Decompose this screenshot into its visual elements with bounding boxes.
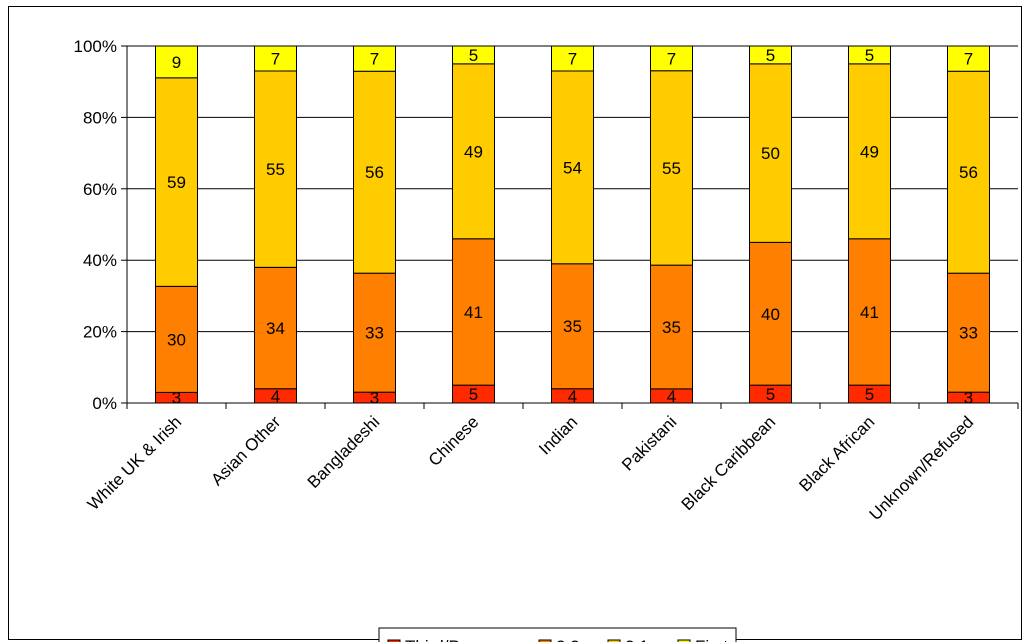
category-label: Black African bbox=[795, 412, 878, 495]
data-label: 33 bbox=[365, 324, 384, 343]
bar-segment bbox=[650, 70, 693, 266]
y-tick-label: 40% bbox=[83, 251, 117, 270]
data-label: 55 bbox=[662, 159, 681, 178]
y-tick-label: 100% bbox=[74, 37, 117, 56]
y-tick-label: 80% bbox=[83, 108, 117, 127]
data-label: 56 bbox=[365, 163, 384, 182]
bar-segment bbox=[947, 272, 990, 393]
bar-segment bbox=[155, 77, 198, 287]
bar-segment bbox=[551, 263, 594, 390]
data-label: 4 bbox=[667, 387, 676, 406]
data-label: 3 bbox=[964, 389, 973, 408]
data-label: 5 bbox=[766, 46, 775, 65]
category-label: Pakistani bbox=[618, 412, 680, 474]
data-label: 4 bbox=[568, 387, 577, 406]
bar-segment bbox=[452, 45, 495, 65]
data-label: 35 bbox=[563, 317, 582, 336]
data-label: 5 bbox=[469, 385, 478, 404]
legend-swatch bbox=[538, 639, 552, 642]
bar-segment bbox=[749, 63, 792, 243]
data-label: 7 bbox=[568, 49, 577, 68]
legend-swatch bbox=[607, 639, 621, 642]
category-label: Chinese bbox=[425, 412, 483, 470]
data-label: 7 bbox=[271, 49, 280, 68]
data-label: 49 bbox=[464, 142, 483, 161]
bar-segment bbox=[848, 45, 891, 65]
legend-label: 2.2 bbox=[556, 637, 580, 642]
data-label: 7 bbox=[667, 49, 676, 68]
bar-segment bbox=[353, 70, 396, 274]
y-tick-label: 60% bbox=[83, 180, 117, 199]
data-label: 7 bbox=[370, 50, 379, 69]
data-label: 5 bbox=[865, 385, 874, 404]
category-label: Unknown/Refused bbox=[866, 412, 978, 524]
data-label: 59 bbox=[167, 173, 186, 192]
data-labels: 3305994345573335675414954355474355575405… bbox=[167, 46, 978, 408]
bar-segment bbox=[650, 264, 693, 390]
legend-label: First bbox=[695, 637, 728, 642]
legend-swatch bbox=[677, 639, 691, 642]
data-label: 41 bbox=[464, 303, 483, 322]
data-label: 33 bbox=[959, 324, 978, 343]
data-label: 4 bbox=[271, 387, 280, 406]
bar-segment bbox=[353, 45, 396, 72]
data-label: 5 bbox=[766, 385, 775, 404]
y-tick-label: 0% bbox=[92, 394, 117, 413]
bar-segment bbox=[254, 45, 297, 72]
bar-segment bbox=[947, 45, 990, 72]
bar-segment bbox=[848, 238, 891, 386]
legend-label: Third/Pass bbox=[405, 637, 486, 642]
data-label: 30 bbox=[167, 330, 186, 349]
bar-segment bbox=[551, 70, 594, 265]
bar-segment bbox=[155, 45, 198, 79]
bar-segment bbox=[254, 70, 297, 268]
category-label: White UK & Irish bbox=[84, 412, 186, 514]
data-label: 35 bbox=[662, 318, 681, 337]
data-label: 49 bbox=[860, 142, 879, 161]
bar-segment bbox=[947, 70, 990, 274]
bar-segment bbox=[353, 272, 396, 393]
bar-segment bbox=[452, 63, 495, 240]
category-label: Black Caribbean bbox=[678, 412, 780, 514]
data-label: 50 bbox=[761, 144, 780, 163]
data-label: 5 bbox=[865, 46, 874, 65]
data-label: 9 bbox=[172, 53, 181, 72]
data-label: 41 bbox=[860, 303, 879, 322]
data-label: 56 bbox=[959, 163, 978, 182]
data-label: 55 bbox=[266, 160, 285, 179]
category-label: Bangladeshi bbox=[304, 412, 384, 492]
bar-segment bbox=[848, 63, 891, 240]
bar-segment bbox=[749, 241, 792, 386]
data-label: 3 bbox=[172, 389, 181, 408]
data-label: 7 bbox=[964, 50, 973, 69]
data-label: 54 bbox=[563, 158, 582, 177]
data-label: 34 bbox=[266, 319, 285, 338]
bar-segment bbox=[551, 45, 594, 72]
bars bbox=[155, 45, 990, 404]
legend-label: 2.1 bbox=[625, 637, 649, 642]
legend-box bbox=[378, 627, 737, 642]
legend-swatch bbox=[387, 639, 401, 642]
bar-segment bbox=[650, 45, 693, 72]
bar-segment bbox=[155, 285, 198, 393]
category-label: Indian bbox=[535, 412, 581, 458]
bar-segment bbox=[749, 45, 792, 65]
legend: Third/Pass 2.2 2.1 First bbox=[378, 627, 737, 642]
category-label: Asian Other bbox=[207, 412, 284, 489]
bar-segment bbox=[452, 238, 495, 386]
y-tick-label: 20% bbox=[83, 323, 117, 342]
data-label: 5 bbox=[469, 46, 478, 65]
data-label: 3 bbox=[370, 389, 379, 408]
bar-segment bbox=[254, 266, 297, 390]
data-label: 40 bbox=[761, 305, 780, 324]
